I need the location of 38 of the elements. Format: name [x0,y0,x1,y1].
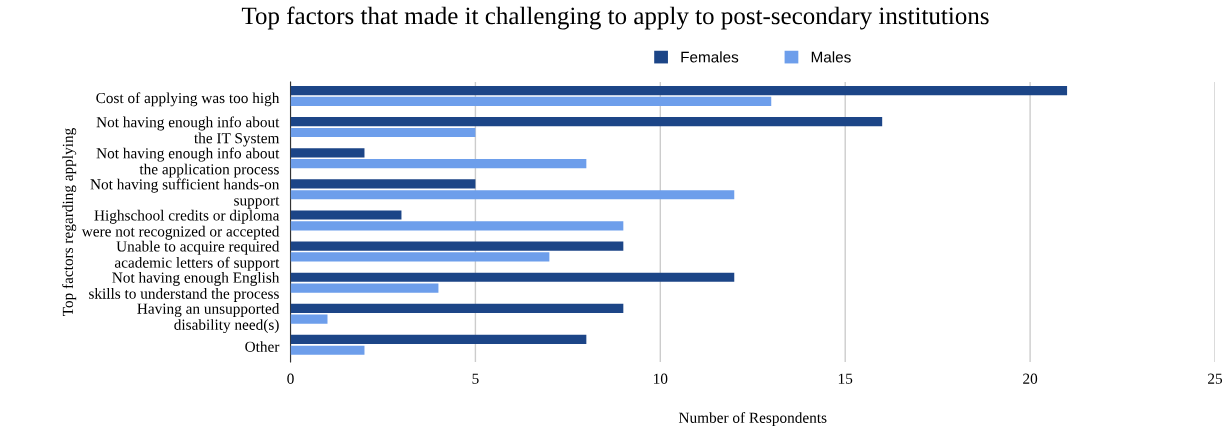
bar [290,190,735,200]
bar [290,96,772,107]
bar [290,221,624,231]
bar [290,148,365,158]
y-tick-label: Not having enough English skills to understand the process [89,272,280,302]
bar [290,314,328,324]
y-tick-label: Highschool credits or diploma were not recognized or accepted [81,209,280,240]
x-tick-label: 15 [838,373,853,384]
y-tick-label: Cost of applying was too high [96,92,280,107]
y-tick-label: Not having sufficient hands-on support [90,178,280,209]
bar [290,334,587,345]
bar [290,241,624,251]
y-tick-label: Not having enough info about the IT System [96,116,280,147]
bar [290,345,365,355]
x-tick-label: 25 [1208,373,1223,384]
x-tick-label: 5 [472,373,479,384]
legend-label: Males [811,51,851,63]
bar [290,127,476,138]
bar [290,179,476,189]
bar [290,283,439,293]
bar [290,117,883,127]
y-tick-label: Having an unsupported disability need(s) [137,303,280,334]
legend-label: Females [681,51,739,63]
y-tick-label: Not having enough info about the application process [96,147,280,178]
x-tick-label: 20 [1023,373,1038,384]
bar [290,272,735,282]
bar [290,210,402,220]
y-tick-label: Unable to acquire required academic letters of support [114,240,280,271]
bar [290,159,587,169]
bar [290,303,624,313]
bar [290,86,1068,96]
x-axis-title: Number of Respondents [678,411,827,426]
chart-title: Top factors that made it challenging to apply to post-secondary institutions [241,6,989,30]
x-tick-label: 0 [287,373,294,384]
x-tick-label: 10 [654,373,668,384]
y-axis-title: Top factors regarding applying [62,128,77,317]
y-tick-label: Other [245,341,280,352]
bar [290,252,550,262]
